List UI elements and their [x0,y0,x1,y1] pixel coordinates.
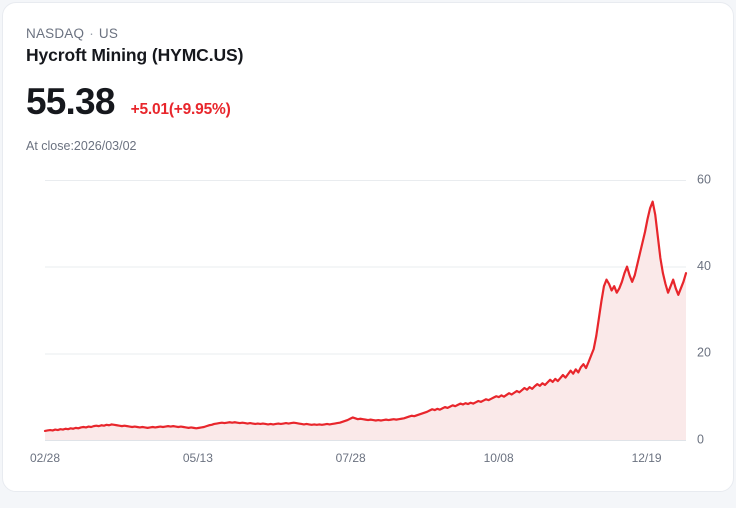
x-axis-tick-label: 12/19 [632,451,662,465]
quote-row: 55.38 +5.01(+9.95%) [26,83,231,120]
y-axis-labels: 0 20 40 60 [697,172,711,446]
price-change: +5.01(+9.95%) [130,101,231,118]
x-axis-tick-label: 05/13 [183,451,213,465]
y-axis-tick-label: 60 [697,172,711,186]
price-chart[interactable]: 0 20 40 60 02/28 05/13 07/28 10/08 12/19 [3,158,733,483]
price-area-fill [45,201,686,440]
x-axis-tick-label: 02/28 [30,451,60,465]
x-axis-tick-label: 07/28 [336,451,366,465]
stock-quote-card: NASDAQ · US Hycroft Mining (HYMC.US) 55.38… [2,2,734,492]
y-axis-tick-label: 40 [697,259,711,273]
x-axis-tick-label: 10/08 [484,451,514,465]
price-chart-svg: 0 20 40 60 02/28 05/13 07/28 10/08 12/19 [30,172,711,465]
gridlines [45,180,686,441]
price-line-path [43,200,688,432]
current-price: 55.38 [26,81,115,122]
page-title: Hycroft Mining (HYMC.US) [26,45,244,65]
y-axis-tick-label: 0 [697,432,704,446]
market-status-text: At close:2026/03/02 [26,139,137,153]
price-area-path [45,201,686,440]
x-axis-labels: 02/28 05/13 07/28 10/08 12/19 [30,451,662,465]
price-line [43,200,688,432]
exchange-label: NASDAQ [26,26,85,41]
region-label: US [98,26,119,41]
exchange-region-row: NASDAQ · US [26,26,118,41]
y-axis-tick-label: 20 [697,346,711,360]
separator-dot: · [89,26,94,41]
